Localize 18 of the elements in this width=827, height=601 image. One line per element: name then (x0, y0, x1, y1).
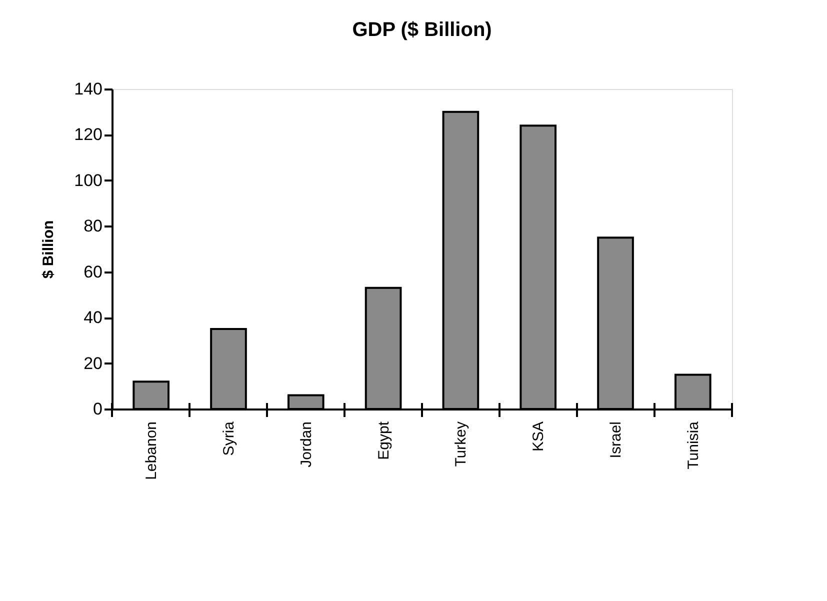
x-tick-label: Turkey (452, 421, 470, 467)
x-tick-label: Egypt (375, 420, 392, 460)
y-axis-title: $ Billion (40, 220, 58, 279)
chart-title: GDP ($ Billion) (352, 19, 492, 41)
y-tick-label: 40 (84, 308, 102, 328)
x-tick-label: Jordan (298, 422, 315, 468)
y-tick-label: 60 (84, 262, 102, 282)
x-tick-label: Syria (220, 420, 238, 456)
y-tick-label: 140 (74, 80, 102, 98)
y-tick-label: 0 (93, 400, 102, 418)
x-tick-label: KSA (530, 422, 548, 452)
x-tick-label: Israel (608, 422, 625, 458)
y-tick-label: 20 (84, 354, 102, 373)
y-tick-label: 80 (84, 216, 102, 236)
x-tick-label: Tunisia (684, 420, 702, 470)
y-tick-label: 120 (74, 125, 102, 144)
x-tick-label: Lebanon (143, 422, 160, 480)
y-tick-label: 100 (74, 170, 102, 190)
